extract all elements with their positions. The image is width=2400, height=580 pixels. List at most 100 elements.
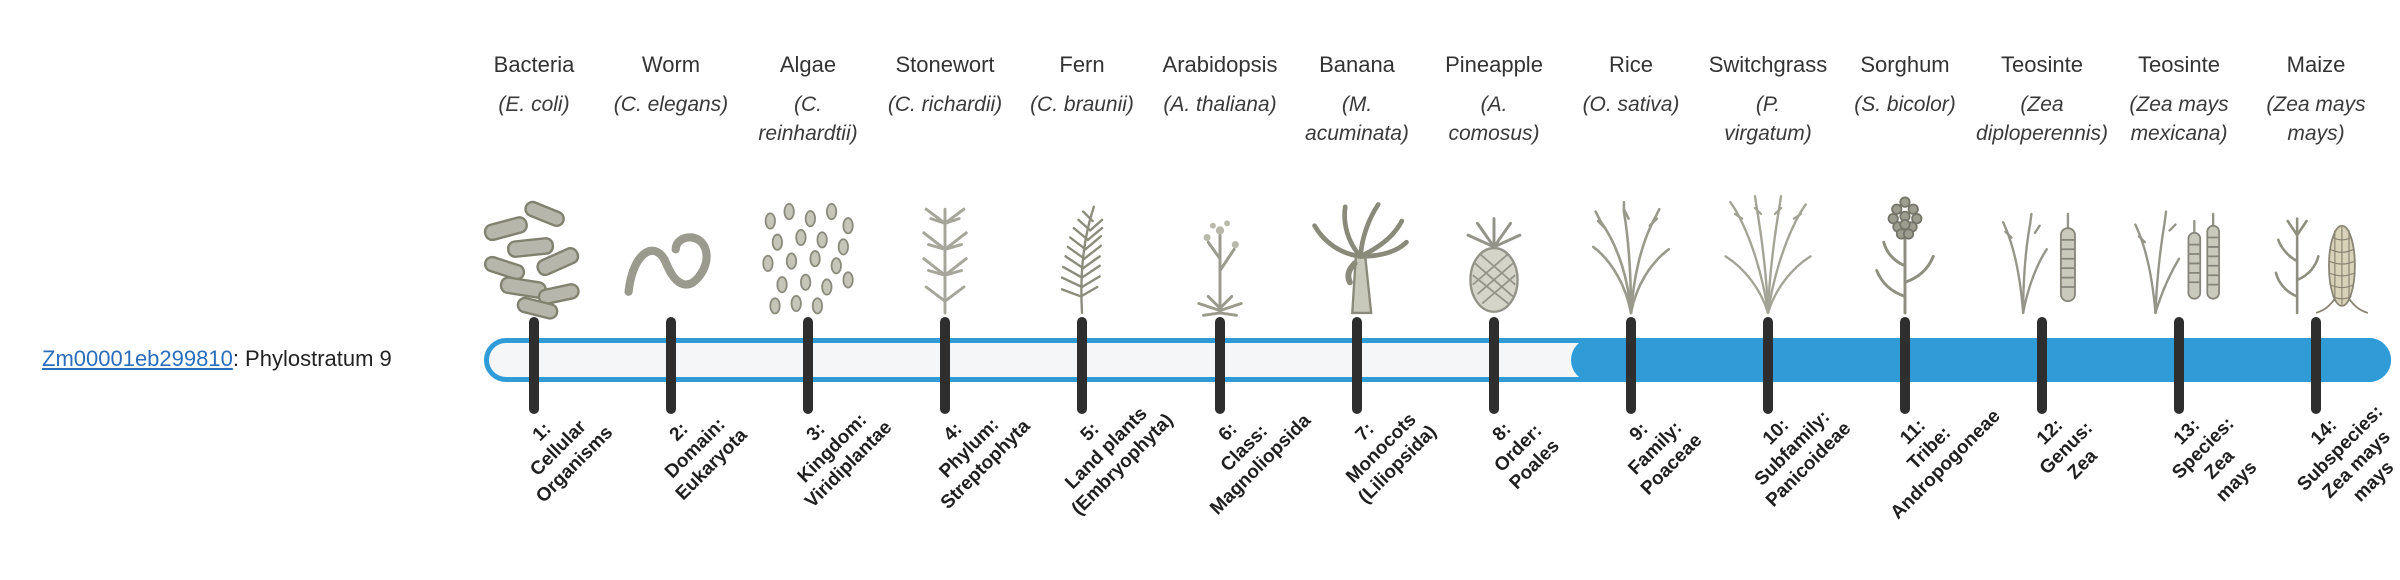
organism-common-name: Switchgrass <box>1708 52 1828 77</box>
gene-phylostratum-text: : Phylostratum 9 <box>232 346 392 371</box>
banana-illustration <box>1312 202 1409 315</box>
phylostratum-tick-7 <box>1352 317 1362 414</box>
phylostratum-tick-4 <box>940 317 950 414</box>
teosinte-illustration <box>2134 210 2220 315</box>
organism-scientific-name: (C. elegans) <box>613 93 729 116</box>
stratum-label-text: 5: Land plants (Embryophyta) <box>1061 403 1178 520</box>
organism-column-worm: Worm (C. elegans) <box>583 52 759 320</box>
bacteria-illustration <box>483 200 580 320</box>
organism-common-name: Teosinte <box>2001 52 2083 77</box>
phylostratum-tick-3 <box>803 317 813 414</box>
organism-scientific-name: (M. acuminata) <box>1305 93 1409 146</box>
organism-common-name: Banana <box>1319 52 1395 77</box>
sorghum-illustration <box>1875 196 1935 315</box>
organism-common-name: Maize <box>2286 52 2346 77</box>
stratum-label-text: 2: Domain: Eukaryota <box>661 414 752 505</box>
organism-column-stonewort: Stonewort (C. richardii) <box>857 52 1033 320</box>
maize-illustration <box>2274 217 2369 315</box>
organism-illustration-box <box>1680 174 1856 320</box>
organism-illustration-box <box>2228 174 2400 320</box>
organism-scientific-name: (A. comosus) <box>1448 93 1540 146</box>
organism-illustration-box <box>994 174 1170 320</box>
phylostratum-tick-8 <box>1489 317 1499 414</box>
organism-illustration-box <box>857 174 1033 320</box>
phylostratum-tick-14 <box>2311 317 2321 414</box>
organism-scientific-name: (O. sativa) <box>1582 93 1680 116</box>
teosinte-illustration <box>2001 212 2076 315</box>
gene-link[interactable]: Zm00001eb299810 <box>42 346 233 371</box>
stratum-label-text: 3: Kingdom: Viridiplantae <box>793 409 897 513</box>
phylostratum-tick-1 <box>529 317 539 414</box>
organism-column-teosinte-mexicana: Teosinte (Zea mays mexicana) <box>2091 52 2267 320</box>
stratum-label-text: 6: Class: Magnoliopsida <box>1206 410 1316 520</box>
organism-common-name: Arabidopsis <box>1162 52 1278 77</box>
organism-illustration-box <box>1269 174 1445 320</box>
phylostratum-tick-9 <box>1626 317 1636 414</box>
organism-scientific-name: (E. coli) <box>498 93 570 116</box>
pineapple-illustration <box>1466 217 1522 313</box>
organism-scientific-name: (C. reinhardtii) <box>758 93 858 146</box>
switchgrass-illustration <box>1724 195 1812 315</box>
organism-illustration-box <box>446 174 622 320</box>
phylostratum-tick-11 <box>1900 317 1910 414</box>
worm-illustration <box>624 233 711 296</box>
stratum-label-text: 7: Monocots (Liliopsida) <box>1342 409 1442 509</box>
stratum-label-text: 14: Subspecies: Zea mays mays <box>2293 401 2398 506</box>
rice-illustration <box>1591 200 1671 315</box>
organism-common-name: Pineapple <box>1445 52 1543 77</box>
organism-illustration-box <box>1132 174 1308 320</box>
gene-label: Zm00001eb299810: Phylostratum 9 <box>42 346 392 372</box>
organism-column-banana: Banana (M. acuminata) <box>1269 52 1445 320</box>
organism-column-pineapple: Pineapple (A. comosus) <box>1406 52 1582 320</box>
organism-column-maize: Maize (Zea mays mays) <box>2228 52 2400 320</box>
organism-illustration-box <box>720 174 896 320</box>
algae-illustration <box>762 203 854 315</box>
organism-common-name: Bacteria <box>493 52 575 77</box>
organism-scientific-name: (C. richardii) <box>887 93 1003 116</box>
organism-column-rice: Rice (O. sativa) <box>1543 52 1719 320</box>
organism-illustration-box <box>1954 174 2130 320</box>
organism-column-bacteria: Bacteria (E. coli) <box>446 52 622 320</box>
organism-illustration-box <box>1406 174 1582 320</box>
organism-scientific-name: (P. virgatum) <box>1724 93 1812 146</box>
organism-scientific-name: (Zea mays mays) <box>2266 93 2366 146</box>
organism-scientific-name: (Zea mays mexicana) <box>2129 93 2229 146</box>
phylostratum-tick-10 <box>1763 317 1773 414</box>
stratum-label-text: 11: Tribe: Andropogoneae <box>1886 405 2005 524</box>
organism-column-switchgrass: Switchgrass (P. virgatum) <box>1680 52 1856 320</box>
organism-common-name: Stonewort <box>895 52 995 77</box>
organism-column-sorghum: Sorghum (S. bicolor) <box>1817 52 1993 320</box>
organism-illustration-box <box>1543 174 1719 320</box>
organism-illustration-box <box>583 174 759 320</box>
stratum-label-text: 8: Order: Poales <box>1488 418 1564 494</box>
organism-column-fern: Fern (C. braunii) <box>994 52 1170 320</box>
organism-common-name: Teosinte <box>2138 52 2220 77</box>
stratum-label-text: 13: Species: Zea mays <box>2168 413 2261 506</box>
stratum-label-text: 1: Cellular Organisms <box>526 416 618 508</box>
organism-common-name: Sorghum <box>1860 52 1950 77</box>
organism-common-name: Fern <box>1059 52 1105 77</box>
phylostratum-tick-2 <box>666 317 676 414</box>
organism-illustration-box <box>2091 174 2267 320</box>
stratum-label-text: 4: Phylum: Streptophyta <box>935 414 1035 514</box>
stonewort-illustration <box>922 207 968 315</box>
organism-common-name: Worm <box>641 52 701 77</box>
phylostratum-tick-6 <box>1215 317 1225 414</box>
organism-scientific-name: (C. braunii) <box>1030 93 1134 116</box>
arabidopsis-illustration <box>1197 220 1243 317</box>
organism-common-name: Algae <box>779 52 837 77</box>
phylostratum-tick-5 <box>1077 317 1087 414</box>
organism-illustration-box <box>1817 174 1993 320</box>
stratum-label-text: 9: Family: Poaceae <box>1624 417 1707 500</box>
organism-column-arabidopsis: Arabidopsis (A. thaliana) <box>1132 52 1308 320</box>
phylostratum-tick-13 <box>2174 317 2184 414</box>
organism-scientific-name: (S. bicolor) <box>1854 93 1956 116</box>
stratum-label-text: 12: Genus: Zea <box>2032 415 2102 484</box>
timeline-bar-filled <box>1571 338 2391 382</box>
fern-illustration <box>1060 205 1104 315</box>
stratum-label-text: 10: Subfamily: Panicoideae <box>1750 406 1856 512</box>
organism-column-teosinte-diploperennis: Teosinte (Zea diploperennis) <box>1954 52 2130 320</box>
organism-scientific-name: (A. thaliana) <box>1163 93 1277 116</box>
organism-scientific-name: (Zea diploperennis) <box>1976 93 2108 146</box>
